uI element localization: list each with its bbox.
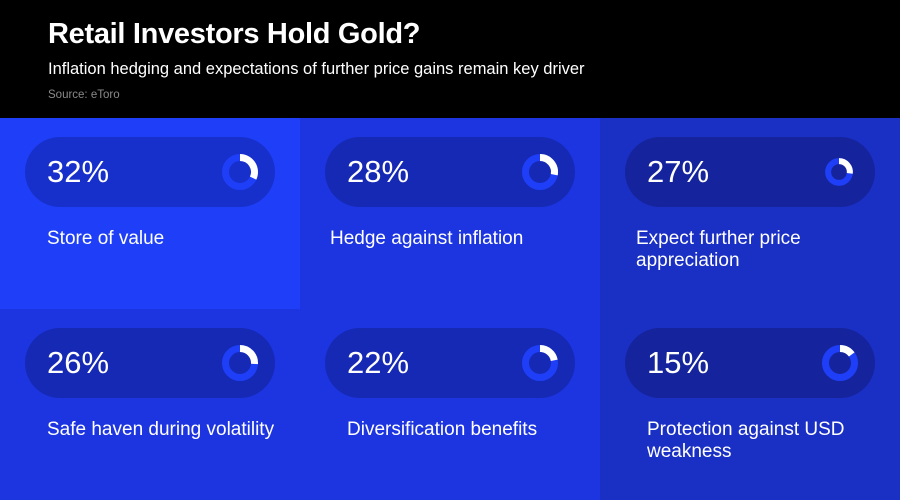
stat-card: 22% Diversification benefits [300,309,600,500]
donut-icon [522,345,558,381]
stat-value: 26% [47,345,110,380]
stat-card: 27% Expect further price appreciation [600,118,900,309]
stat-pill: 27% [625,137,875,207]
stat-label: Store of value [47,228,165,249]
stat-value: 15% [647,345,710,380]
donut-arc [838,158,853,174]
stat-pill: 28% [325,137,575,207]
donut-icon [222,154,258,190]
stat-label: Expect further price appreciation [636,228,801,271]
donut-arc [539,345,558,362]
donut-icon [522,154,558,190]
header: Retail Investors Hold Gold? Inflation he… [0,0,900,118]
donut-arc [839,345,855,357]
stat-card: 15% Protection against USD weakness [600,309,900,500]
donut-icon [822,345,858,381]
stat-pill: 32% [25,137,275,207]
stat-value: 22% [347,345,410,380]
chart-subtitle: Inflation hedging and expectations of fu… [48,60,585,78]
stat-grid: 32% Store of value 28% Hedge against inf… [0,118,900,500]
stat-card: 26% Safe haven during volatility [0,309,300,500]
source-note: Source: eToro [48,89,120,101]
stat-value: 28% [347,154,410,189]
stat-card: 32% Store of value [0,118,300,309]
stat-pill: 15% [625,328,875,398]
donut-icon [222,345,258,381]
donut-arc [239,154,258,180]
stat-label: Hedge against inflation [330,228,524,249]
donut-arc [239,345,258,365]
stat-label: Diversification benefits [347,419,538,440]
stat-value: 27% [647,154,710,189]
stat-label: Safe haven during volatility [47,419,275,440]
donut-icon [825,158,853,186]
donut-arc [539,154,558,176]
stat-card: 28% Hedge against inflation [300,118,600,309]
stat-value: 32% [47,154,110,189]
stat-pill: 26% [25,328,275,398]
stat-label: Protection against USD weakness [647,419,845,462]
stat-pill: 22% [325,328,575,398]
chart-title: Retail Investors Hold Gold? [48,18,421,50]
